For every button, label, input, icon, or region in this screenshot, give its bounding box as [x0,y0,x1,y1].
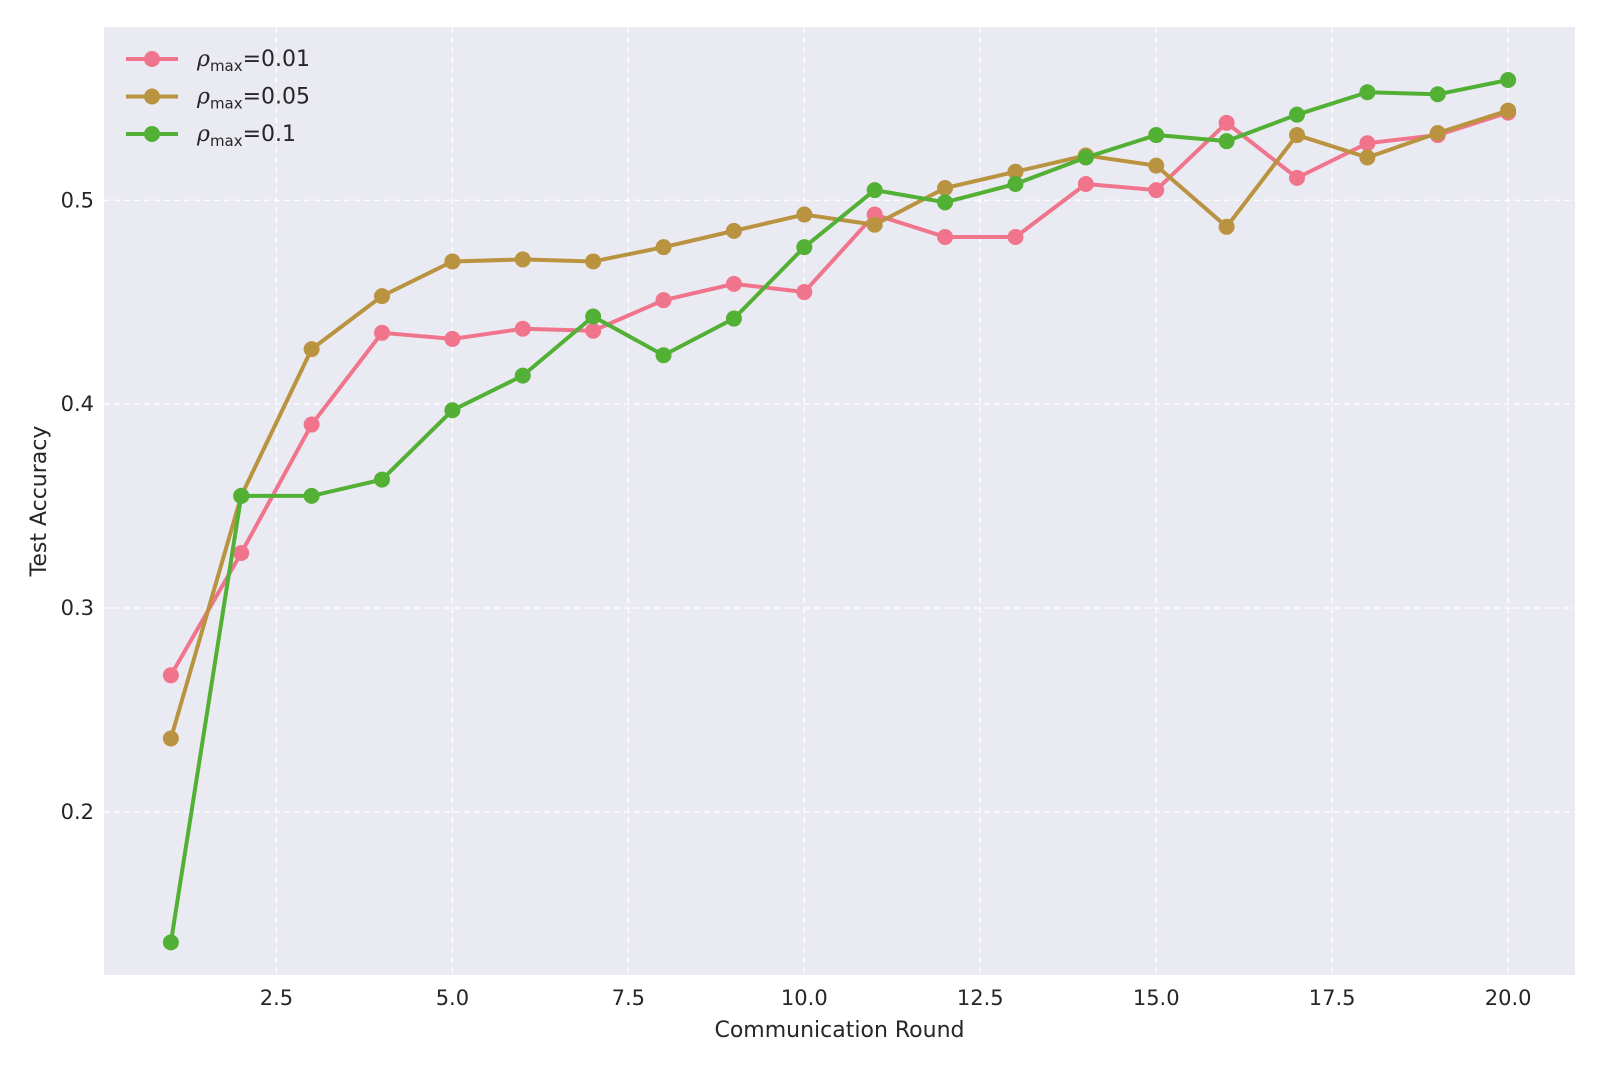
data-point [303,487,320,504]
x-tick-label: 10.0 [781,986,828,1010]
data-point [444,253,461,270]
data-point [162,934,179,951]
data-point [1218,218,1235,235]
legend-item: ρmax=0.05 [126,85,310,113]
data-point [303,341,320,358]
grid [104,27,1575,975]
data-point [444,330,461,347]
tick-labels: 2.5 5.0 7.5 10.0 12.5 15.0 17.5 20.0 0.2 0.3 0.4 0.… [61,188,1532,1010]
data-point [514,320,531,337]
data-point [233,544,250,561]
data-point [866,216,883,233]
data-point [1288,169,1305,186]
data-point [655,239,672,256]
data-point [796,284,813,301]
series-group [162,72,1517,951]
data-point [1288,106,1305,123]
series-2 [162,72,1517,951]
data-point [162,730,179,747]
series-line [168,78,1509,943]
data-point [1500,72,1517,89]
series-0 [162,104,1517,684]
data-point [866,182,883,199]
legend-marker [144,51,160,67]
data-point [655,347,672,364]
data-point [1007,228,1024,245]
data-point [1077,149,1094,166]
data-point [937,194,954,211]
data-point [1500,102,1517,119]
series-line [169,110,1509,677]
data-point [655,292,672,309]
data-point [585,322,602,339]
data-point [937,228,954,245]
data-point [303,416,320,433]
x-tick-label: 7.5 [612,986,645,1010]
data-point [444,402,461,419]
data-point [725,310,742,327]
legend-label: ρmax=0.05 [196,85,310,113]
data-point [725,222,742,239]
x-axis-label: Communication Round [714,1018,964,1043]
x-tick-label: 2.5 [260,986,293,1010]
data-point [796,206,813,223]
data-point [1007,163,1024,180]
data-point [585,308,602,325]
y-tick-label: 0.3 [61,596,94,620]
x-tick-label: 17.5 [1309,986,1356,1010]
data-point [514,251,531,268]
x-tick-label: 20.0 [1485,986,1532,1010]
plot-background [104,27,1575,975]
data-point [1429,86,1446,103]
x-tick-label: 12.5 [957,986,1004,1010]
y-tick-label: 0.4 [61,392,94,416]
data-point [1359,135,1376,152]
data-point [514,367,531,384]
data-point [233,487,250,504]
data-point [162,667,179,684]
data-point [1288,127,1305,144]
data-point [1218,114,1235,131]
data-point [374,471,391,488]
data-point [1359,84,1376,101]
legend-marker [144,88,160,105]
data-point [1077,175,1094,192]
data-point [937,180,954,197]
data-point [1007,175,1024,192]
data-point [1148,157,1165,174]
data-point [1218,133,1235,150]
y-tick-label: 0.5 [61,188,94,212]
legend-marker [144,126,160,142]
legend-item: ρmax=0.1 [126,122,296,150]
legend-label: ρmax=0.1 [196,122,296,150]
legend: ρmax=0.01 ρmax=0.05 ρmax=0.1 [126,47,310,150]
data-point [1359,149,1376,166]
data-point [585,253,602,270]
data-point [374,288,391,305]
data-point [1148,182,1165,199]
y-tick-label: 0.2 [61,800,94,824]
data-point [725,275,742,292]
legend-label: ρmax=0.01 [196,47,310,75]
x-tick-label: 5.0 [436,986,469,1010]
x-tick-label: 15.0 [1133,986,1180,1010]
data-point [1429,125,1446,142]
y-axis-label: Test Accuracy [27,426,52,578]
data-point [1148,127,1165,144]
data-point [374,324,391,341]
legend-item: ρmax=0.01 [126,47,310,75]
data-point [796,239,813,256]
